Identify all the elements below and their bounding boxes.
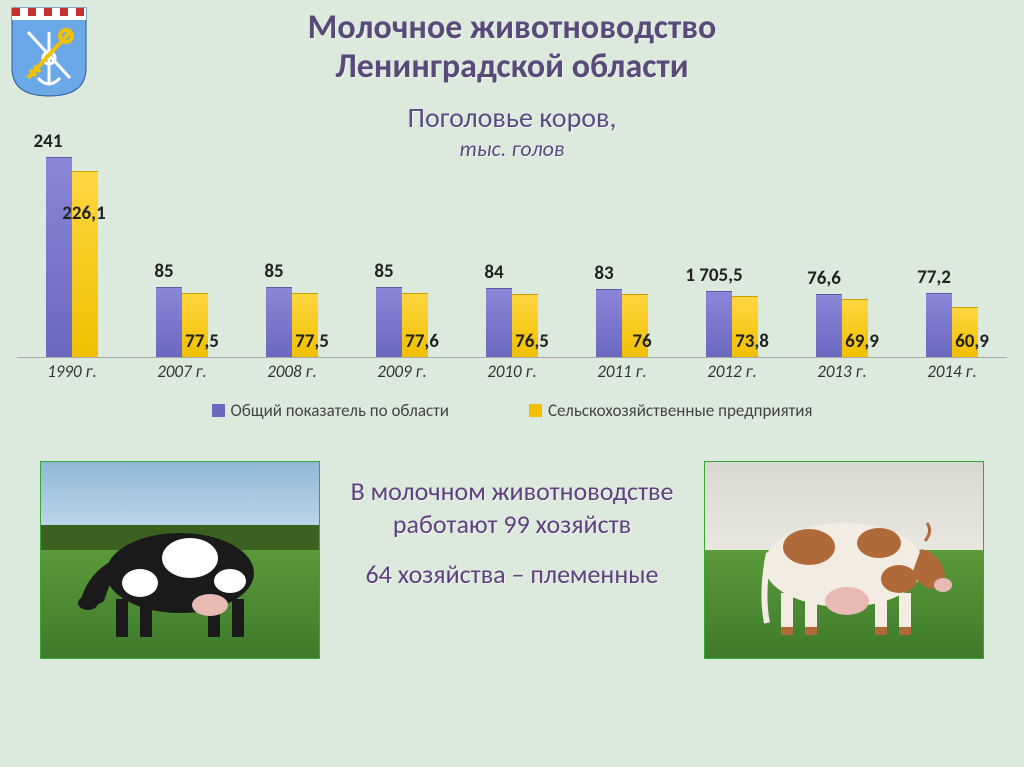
title-line-1: Молочное животноводство xyxy=(308,7,717,48)
x-axis-label: 2010 г. xyxy=(462,361,562,382)
x-axis-label: 2007 г. xyxy=(132,361,232,382)
x-axis-label: 2011 г. xyxy=(572,361,672,382)
bar-group: 8376 xyxy=(572,289,672,357)
title-line-2: Ленинградской области xyxy=(335,46,688,87)
bar-group: 8577,6 xyxy=(352,287,452,357)
x-axis-label: 2013 г. xyxy=(792,361,892,382)
coat-of-arms xyxy=(10,6,88,98)
bar-value-a: 85 xyxy=(154,260,173,283)
legend-label-b: Сельскохозяйственные предприятия xyxy=(548,400,813,421)
legend-swatch-b xyxy=(529,404,542,417)
bar-group: 76,669,9 xyxy=(792,294,892,357)
legend-label-a: Общий показатель по области xyxy=(231,400,449,421)
bar-value-b: 69,9 xyxy=(845,330,879,353)
x-axis-label: 1990 г. xyxy=(22,361,122,382)
page-header: Молочное животноводство Ленинградской об… xyxy=(0,0,1024,86)
bar-group: 241226,1 xyxy=(22,157,122,357)
bar-value-a: 76,6 xyxy=(807,267,841,290)
bar-series-a xyxy=(486,288,512,357)
center-text-block: В молочном животноводстве работают 99 хо… xyxy=(332,475,692,591)
center-text-2: 64 хозяйства – племенные xyxy=(332,558,692,591)
bar-series-a xyxy=(156,287,182,357)
bar-series-a xyxy=(926,293,952,357)
bar-value-a: 85 xyxy=(264,260,283,283)
bar-value-a: 83 xyxy=(594,262,613,285)
x-axis-label: 2014 г. xyxy=(902,361,1002,382)
x-axis-label: 2008 г. xyxy=(242,361,342,382)
legend-item-b: Сельскохозяйственные предприятия xyxy=(529,400,813,421)
bar-value-b: 77,5 xyxy=(185,330,219,353)
cow-illustration-left xyxy=(70,503,290,643)
bar-series-a xyxy=(596,289,622,357)
bar-group: 77,260,9 xyxy=(902,293,1002,357)
bar-series-b xyxy=(72,171,98,357)
cow-photo-right xyxy=(704,461,984,659)
bar-group: 1 705,573,8 xyxy=(682,291,782,357)
x-axis-label: 2012 г. xyxy=(682,361,782,382)
bar-group: 8476,5 xyxy=(462,288,562,357)
bar-series-a xyxy=(46,157,72,357)
page-title: Молочное животноводство Ленинградской об… xyxy=(0,8,1024,86)
bar-value-b: 73,8 xyxy=(735,330,769,353)
bar-value-b: 77,5 xyxy=(295,330,329,353)
bar-value-b: 76 xyxy=(632,330,651,353)
bar-series-a xyxy=(816,294,842,357)
bar-value-b: 76,5 xyxy=(515,330,549,353)
bar-group: 8577,5 xyxy=(132,287,232,357)
bar-series-a xyxy=(266,287,292,357)
bar-value-b: 226,1 xyxy=(62,202,105,225)
x-axis-label: 2009 г. xyxy=(352,361,452,382)
bar-value-b: 60,9 xyxy=(955,330,989,353)
bar-group: 8577,5 xyxy=(242,287,342,357)
legend-item-a: Общий показатель по области xyxy=(212,400,449,421)
bar-value-a: 77,2 xyxy=(917,266,951,289)
bar-series-a xyxy=(706,291,732,357)
center-text-1: В молочном животноводстве работают 99 хо… xyxy=(332,475,692,540)
bar-value-a: 85 xyxy=(374,260,393,283)
bar-value-a: 241 xyxy=(34,130,63,153)
cow-illustration-right xyxy=(729,493,959,643)
bar-chart: 241226,18577,58577,58577,68476,583761 70… xyxy=(17,102,1007,382)
bar-value-a: 1 705,5 xyxy=(685,264,742,287)
bar-value-b: 77,6 xyxy=(405,330,439,353)
lower-section: В молочном животноводстве работают 99 хо… xyxy=(0,451,1024,721)
bar-value-a: 84 xyxy=(484,261,503,284)
chart-legend: Общий показатель по области Сельскохозяй… xyxy=(0,400,1024,421)
cow-photo-left xyxy=(40,461,320,659)
bar-series-a xyxy=(376,287,402,357)
legend-swatch-a xyxy=(212,404,225,417)
